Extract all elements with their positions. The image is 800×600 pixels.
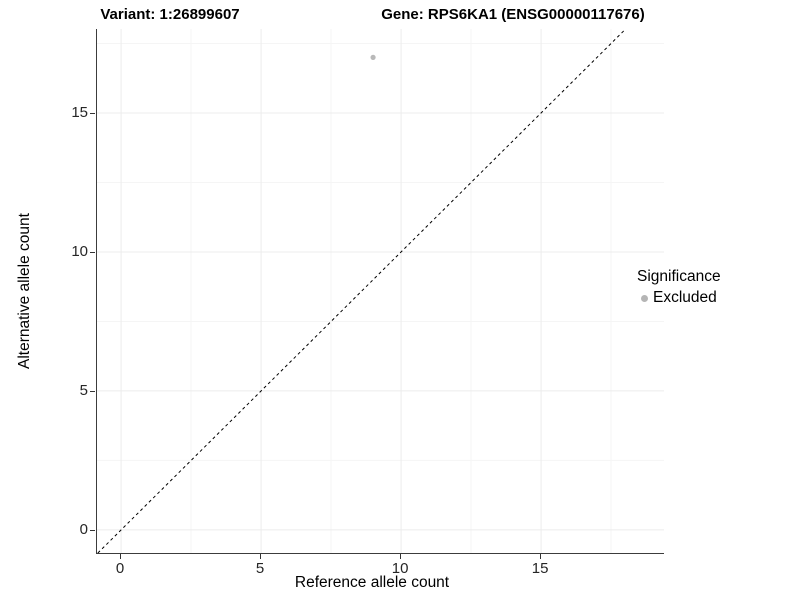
plot-panel bbox=[96, 29, 664, 554]
x-tick-mark bbox=[400, 554, 402, 559]
legend-point-icon bbox=[641, 294, 648, 302]
x-tick-mark bbox=[120, 554, 122, 559]
gene-title: Gene: RPS6KA1 (ENSG00000117676) bbox=[381, 6, 645, 23]
legend-item-label: Excluded bbox=[653, 289, 717, 306]
y-tick-label: 0 bbox=[79, 520, 88, 538]
x-tick-label: 5 bbox=[255, 560, 265, 577]
y-axis-title: Alternative allele count bbox=[16, 213, 33, 369]
legend-title: Significance bbox=[637, 268, 721, 285]
y-tick-mark bbox=[90, 112, 95, 114]
x-tick-label: 10 bbox=[391, 560, 409, 577]
legend: Significance Excluded bbox=[637, 268, 721, 307]
variant-title: Variant: 1:26899607 bbox=[100, 6, 240, 23]
legend-item-excluded: Excluded bbox=[637, 289, 721, 307]
x-tick-label: 15 bbox=[531, 560, 549, 577]
y-tick-label: 15 bbox=[71, 103, 88, 121]
y-tick-label: 10 bbox=[71, 242, 88, 260]
y-tick-label: 5 bbox=[79, 381, 88, 399]
x-axis-title: Reference allele count bbox=[294, 574, 450, 591]
data-point bbox=[370, 54, 376, 60]
identity-reference-line bbox=[97, 29, 626, 553]
x-tick-mark bbox=[540, 554, 542, 559]
y-tick-mark bbox=[90, 529, 95, 531]
y-tick-mark bbox=[90, 390, 95, 392]
x-tick-mark bbox=[260, 554, 262, 559]
plot-canvas bbox=[97, 29, 664, 553]
x-tick-label: 0 bbox=[115, 560, 125, 577]
y-tick-mark bbox=[90, 251, 95, 253]
